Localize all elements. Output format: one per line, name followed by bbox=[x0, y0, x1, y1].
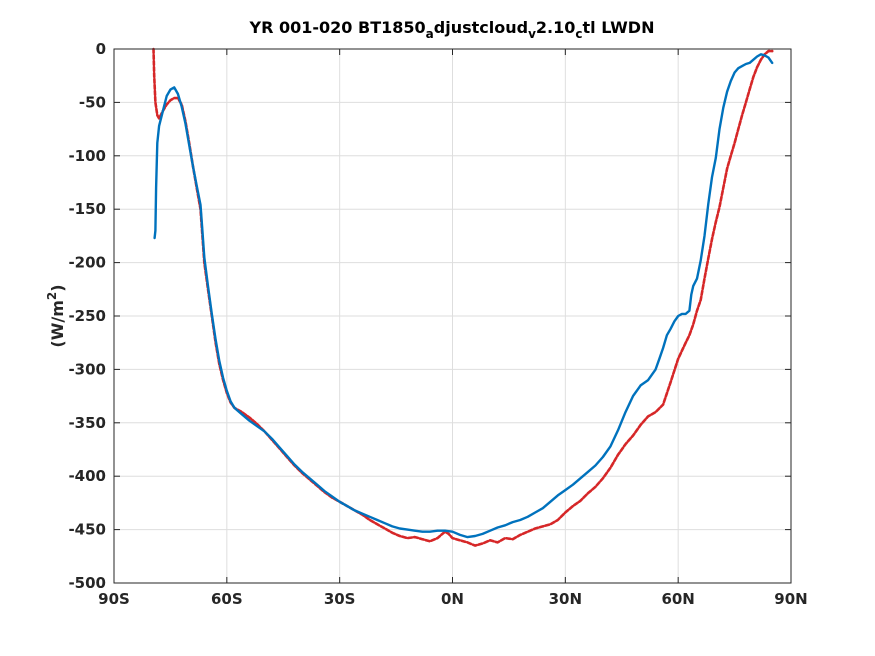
series-layer bbox=[152, 47, 774, 547]
y-tick-label: -50 bbox=[79, 93, 106, 111]
y-tick-label: -400 bbox=[68, 467, 106, 485]
y-tick-label: -300 bbox=[68, 360, 106, 378]
ticks bbox=[113, 48, 792, 584]
y-axis-label: (W/m2) bbox=[45, 284, 67, 347]
y-tick-labels: 0 -50 -100 -150 -200 -250 -300 -350 -400 -450 -500 bbox=[68, 40, 106, 592]
x-tick-label: 30N bbox=[549, 590, 582, 608]
x-tick-labels: 90S 60S 30S 0N 30N 60N 90N bbox=[98, 590, 808, 608]
y-tick-label: -100 bbox=[68, 147, 106, 165]
x-tick-label: 30S bbox=[324, 590, 356, 608]
series-line-1 bbox=[153, 53, 774, 539]
x-tick-label: 90S bbox=[98, 590, 130, 608]
y-tick-label: -450 bbox=[68, 521, 106, 539]
x-tick-label: 60S bbox=[211, 590, 243, 608]
y-tick-label: -200 bbox=[68, 254, 106, 272]
y-tick-label: 0 bbox=[96, 40, 106, 58]
x-tick-label: 90N bbox=[774, 590, 807, 608]
x-tick-label: 60N bbox=[661, 590, 694, 608]
y-tick-label: -150 bbox=[68, 200, 106, 218]
chart-title: YR 001-020 BT1850adjustcloudv2.10ctl LWD… bbox=[249, 18, 655, 41]
y-tick-label: -350 bbox=[68, 414, 106, 432]
x-tick-label: 0N bbox=[441, 590, 464, 608]
y-tick-label: -250 bbox=[68, 307, 106, 325]
y-tick-label: -500 bbox=[68, 574, 106, 592]
